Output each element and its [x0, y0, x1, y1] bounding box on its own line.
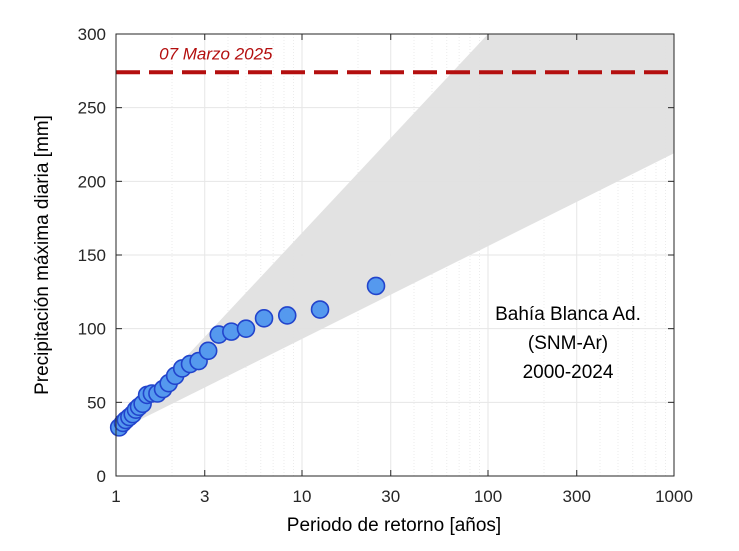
x-tick-label: 10: [293, 487, 312, 506]
y-tick-label: 200: [78, 172, 106, 191]
y-tick-labels: 0 50 100 150 200 250 300: [78, 25, 106, 486]
y-tick-label: 50: [87, 393, 106, 412]
y-tick-label: 0: [97, 467, 106, 486]
x-axis-label: Periodo de retorno [años]: [287, 515, 501, 536]
x-tick-labels: 1 3 10 30 100 300 1000: [111, 487, 693, 506]
y-tick-label: 300: [78, 25, 106, 44]
data-point: [198, 341, 218, 361]
station-name-text: Bahía Blanca Ad.: [495, 304, 641, 325]
data-points: [109, 276, 386, 437]
data-point: [366, 276, 386, 296]
reference-line-label: 07 Marzo 2025: [159, 44, 273, 63]
x-tick-label: 300: [563, 487, 591, 506]
y-tick-label: 150: [78, 246, 106, 265]
period-text: 2000-2024: [523, 362, 614, 383]
source-text: (SNM-Ar): [528, 333, 608, 354]
axis-ticks: [115, 33, 675, 477]
x-tick-label: 1: [111, 487, 120, 506]
x-tick-label: 100: [474, 487, 502, 506]
x-tick-label: 30: [381, 487, 400, 506]
y-tick-label: 100: [78, 320, 106, 339]
confidence-band: [116, 34, 674, 432]
data-point: [277, 306, 297, 325]
y-axis-label: Precipitación máxima diaria [mm]: [32, 115, 53, 395]
data-point: [310, 300, 330, 319]
x-tick-label: 1000: [655, 487, 693, 506]
data-point: [254, 309, 274, 328]
y-tick-label: 250: [78, 99, 106, 118]
data-point: [236, 319, 256, 338]
x-tick-label: 3: [200, 487, 209, 506]
